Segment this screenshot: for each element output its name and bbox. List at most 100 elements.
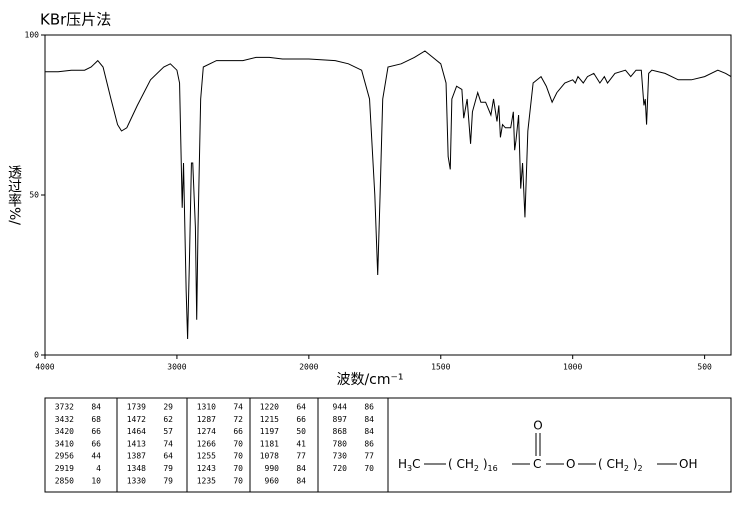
carbonyl-oxygen: O (533, 419, 542, 433)
peak-transmittance: 50 (296, 427, 306, 436)
peak-transmittance: 84 (296, 476, 306, 485)
peak-transmittance: 44 (91, 452, 101, 461)
structure-text: 2 (474, 464, 479, 473)
spectrum-line (45, 50, 732, 340)
structure-text: 3 (407, 464, 412, 473)
structure-text: ( CH (598, 457, 624, 471)
peak-transmittance: 29 (163, 403, 173, 412)
peak-transmittance: 84 (91, 403, 101, 412)
peak-wavenumber: 1330 (127, 476, 146, 485)
peak-wavenumber: 2919 (55, 464, 74, 473)
peak-transmittance: 70 (364, 464, 374, 473)
peak-transmittance: 77 (364, 452, 374, 461)
structure-group: ( CH2 )16 (448, 457, 498, 473)
peak-wavenumber: 2850 (55, 476, 74, 485)
y-axis-label: 透过率%/ (6, 165, 22, 225)
peak-transmittance: 84 (364, 415, 374, 424)
peak-wavenumber: 1413 (127, 439, 146, 448)
plot-frame (44, 34, 732, 356)
peak-wavenumber: 2956 (55, 452, 74, 461)
peak-wavenumber: 1266 (197, 439, 216, 448)
x-tick-label: 4000 (35, 363, 54, 372)
structure-text: O (566, 457, 575, 471)
peak-transmittance: 4 (96, 464, 101, 473)
peak-transmittance: 66 (296, 415, 306, 424)
peak-transmittance: 57 (163, 427, 173, 436)
structure-text: 2 (638, 464, 643, 473)
peak-transmittance: 66 (91, 439, 101, 448)
peak-transmittance: 86 (364, 403, 374, 412)
peak-transmittance: 79 (163, 476, 173, 485)
structure-group: ( CH2 )2 (598, 457, 643, 473)
structure-text: 2 (624, 464, 629, 473)
peak-wavenumber: 1215 (260, 415, 279, 424)
peak-transmittance: 84 (296, 464, 306, 473)
structure-text: H (398, 457, 407, 471)
peak-wavenumber: 990 (265, 464, 280, 473)
peak-transmittance: 70 (233, 452, 243, 461)
peak-wavenumber: 1255 (197, 452, 216, 461)
structure-group: H3C (398, 457, 421, 473)
structure-group: C (533, 457, 541, 471)
peak-transmittance: 74 (233, 403, 243, 412)
peak-wavenumber: 868 (333, 427, 348, 436)
peak-wavenumber: 720 (333, 464, 348, 473)
peak-transmittance: 79 (163, 464, 173, 473)
structure-text: 16 (488, 464, 498, 473)
x-tick-label: 3000 (167, 363, 186, 372)
peak-wavenumber: 1197 (260, 427, 279, 436)
peak-wavenumber: 1348 (127, 464, 146, 473)
structure-text: OH (679, 457, 697, 471)
x-tick-label: 1500 (431, 363, 450, 372)
peak-wavenumber: 3432 (55, 415, 74, 424)
peak-wavenumber: 3420 (55, 427, 74, 436)
peak-wavenumber: 1310 (197, 403, 216, 412)
peak-wavenumber: 1464 (127, 427, 146, 436)
structure-group: O (566, 457, 575, 471)
peak-wavenumber: 1243 (197, 464, 216, 473)
peak-wavenumber: 730 (333, 452, 348, 461)
peak-wavenumber: 1220 (260, 403, 279, 412)
peak-transmittance: 66 (91, 427, 101, 436)
peak-transmittance: 70 (233, 476, 243, 485)
y-tick-label: 100 (25, 31, 40, 40)
peak-transmittance: 74 (163, 439, 173, 448)
peak-transmittance: 62 (163, 415, 173, 424)
structure-text: ) (479, 457, 488, 471)
peak-transmittance: 41 (296, 439, 306, 448)
peak-wavenumber: 780 (333, 439, 348, 448)
peak-transmittance: 84 (364, 427, 374, 436)
peak-wavenumber: 1387 (127, 452, 146, 461)
y-tick-label: 50 (29, 191, 39, 200)
peak-transmittance: 72 (233, 415, 243, 424)
x-axis-label: 波数/cm⁻¹ (336, 372, 403, 388)
x-tick-label: 500 (697, 363, 712, 372)
peak-transmittance: 10 (91, 476, 101, 485)
peak-transmittance: 66 (233, 427, 243, 436)
peak-wavenumber: 1235 (197, 476, 216, 485)
peak-wavenumber: 944 (333, 403, 348, 412)
peak-transmittance: 77 (296, 452, 306, 461)
structure-group: OH (679, 457, 697, 471)
structure-text: ) (629, 457, 638, 471)
chart-title: KBr压片法 (40, 11, 111, 29)
y-tick-label: 0 (34, 351, 39, 360)
peak-transmittance: 64 (296, 403, 306, 412)
peak-transmittance: 70 (233, 464, 243, 473)
peak-wavenumber: 1181 (260, 439, 279, 448)
peak-transmittance: 86 (364, 439, 374, 448)
structure-text: C (533, 457, 541, 471)
peak-wavenumber: 3410 (55, 439, 74, 448)
peak-wavenumber: 1472 (127, 415, 146, 424)
peak-wavenumber: 897 (333, 415, 348, 424)
peak-transmittance: 68 (91, 415, 101, 424)
peak-wavenumber: 3732 (55, 403, 74, 412)
structure-text: C (412, 457, 420, 471)
peak-transmittance: 64 (163, 452, 173, 461)
peak-wavenumber: 1287 (197, 415, 216, 424)
peak-wavenumber: 1078 (260, 452, 279, 461)
structure-text: ( CH (448, 457, 474, 471)
peak-wavenumber: 960 (265, 476, 280, 485)
peak-transmittance: 70 (233, 439, 243, 448)
